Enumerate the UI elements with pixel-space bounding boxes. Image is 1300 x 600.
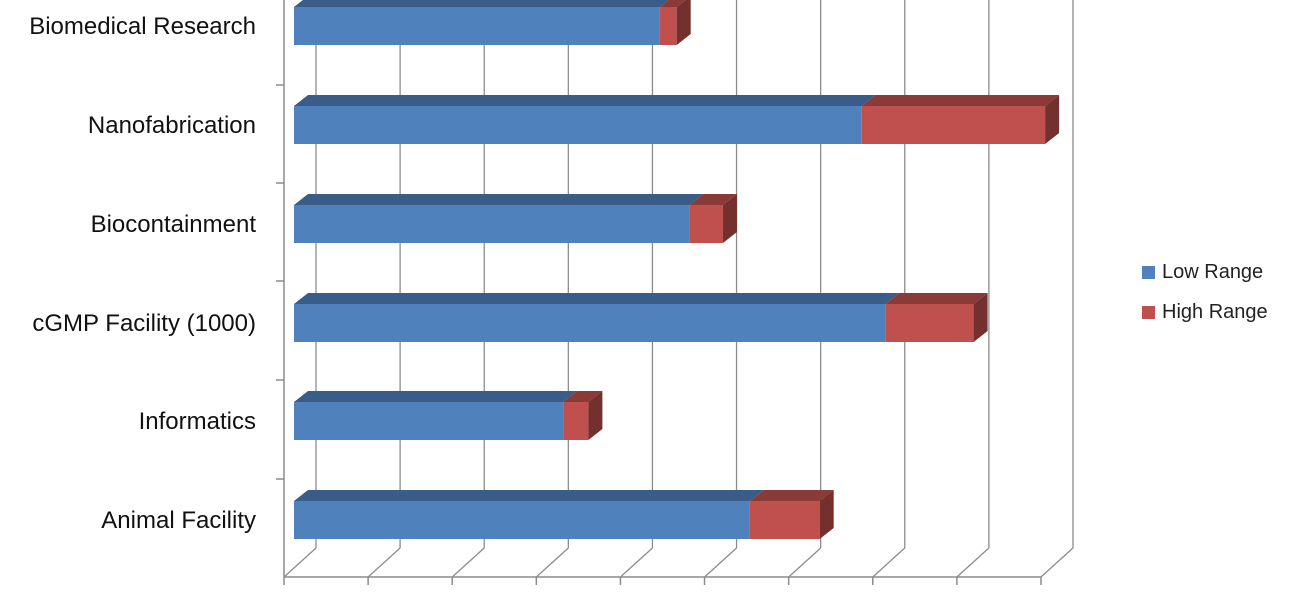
gridline [956, 547, 990, 578]
bar-high-range [563, 402, 589, 440]
bar-top-high-range [689, 194, 737, 205]
bar-top-low-range [294, 95, 876, 106]
bar-low-range [294, 501, 750, 539]
bar-top-high-range [749, 490, 834, 501]
legend-swatch-low-range [1142, 265, 1155, 279]
bar-low-range [294, 304, 886, 342]
bar-low-range [294, 205, 690, 243]
gridline [451, 547, 485, 578]
bar-side-high-range [1045, 95, 1060, 144]
bars [294, 0, 1060, 539]
legend-label-low-range: Low Range [1162, 260, 1264, 283]
bar-top-low-range [294, 293, 900, 304]
gridline [788, 547, 822, 578]
axes [276, 0, 1042, 585]
category-label: Animal Facility [101, 507, 256, 534]
bar-high-range [861, 106, 1046, 144]
bar-top-low-range [294, 391, 578, 402]
legend-item-high-range: High Range [1142, 292, 1268, 332]
gridline [620, 547, 653, 578]
bar-low-range [294, 106, 862, 144]
bar-side-high-range [676, 0, 691, 45]
bar-low-range [294, 7, 660, 45]
bar-low-range [294, 402, 564, 440]
gridline [367, 547, 401, 578]
category-label: Biomedical Research [29, 13, 256, 40]
bar-top-high-range [885, 293, 988, 304]
bar-top-low-range [294, 490, 764, 501]
bar-side-high-range [588, 391, 603, 440]
legend-swatch-high-range [1142, 305, 1155, 319]
category-label: Informatics [139, 408, 256, 435]
category-label: Biocontainment [91, 211, 257, 238]
category-labels: Biomedical Research Nanofabrication Biocon… [29, 13, 256, 534]
bar-top-low-range [294, 194, 704, 205]
bar-high-range [749, 501, 820, 539]
gridline [1040, 547, 1074, 578]
gridlines [367, 0, 1074, 578]
bar-top-high-range [563, 391, 603, 402]
bar-side-high-range [973, 293, 988, 342]
bar-top-low-range [294, 0, 669, 7]
legend-label-high-range: High Range [1162, 300, 1268, 323]
bar-side-high-range [722, 194, 737, 243]
floor-edge [283, 547, 317, 578]
bar-high-range [689, 205, 723, 243]
bar-side-high-range [819, 490, 834, 539]
legend: Low Range High Range [1142, 252, 1268, 332]
bar-top-high-range [861, 95, 1060, 106]
bar-high-range [885, 304, 974, 342]
legend-item-low-range: Low Range [1142, 252, 1268, 292]
category-label: cGMP Facility (1000) [32, 310, 256, 337]
gridline [704, 547, 737, 578]
category-label: Nanofabrication [88, 112, 256, 139]
gridline [872, 547, 906, 578]
bar-top-high-range [659, 0, 686, 7]
gridline [535, 547, 569, 578]
bar-high-range [659, 7, 677, 45]
